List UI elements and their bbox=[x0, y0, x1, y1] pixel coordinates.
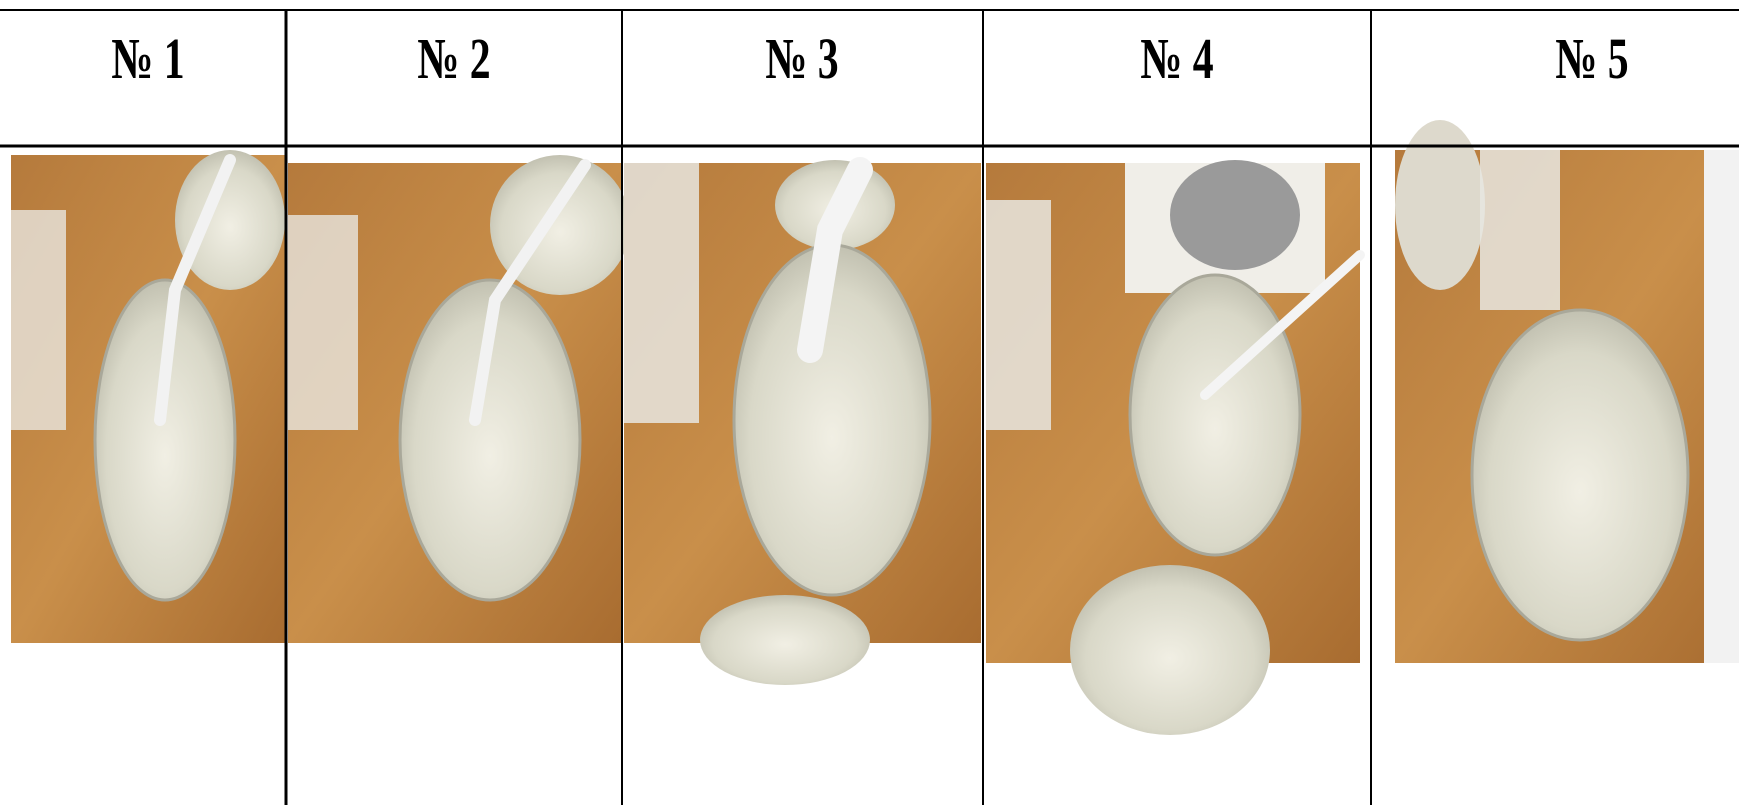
header-cell: № 5 bbox=[1555, 26, 1628, 90]
header-cell: № 2 bbox=[417, 26, 490, 90]
header-cell: № 1 bbox=[111, 26, 184, 90]
photo bbox=[624, 157, 981, 685]
photo bbox=[288, 155, 630, 643]
photo bbox=[986, 160, 1365, 735]
table-grid bbox=[0, 9, 1739, 805]
header-row: № 1 № 2 № 3 № 4 № 5 bbox=[111, 26, 1628, 90]
header-cell: № 3 bbox=[765, 26, 838, 90]
header-cell: № 4 bbox=[1140, 26, 1213, 90]
photo bbox=[1395, 120, 1739, 663]
photo bbox=[11, 150, 286, 643]
